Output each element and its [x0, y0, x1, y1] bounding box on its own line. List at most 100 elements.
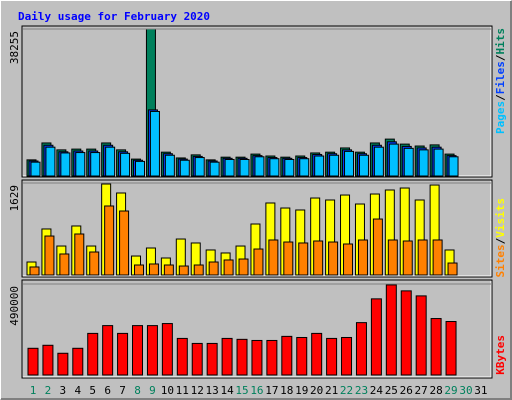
bar [370, 298, 382, 376]
bar [206, 342, 218, 376]
bar [373, 146, 384, 177]
bar [251, 339, 263, 376]
y-tick-label: 1629 [8, 185, 21, 212]
bar [223, 259, 234, 276]
x-tick-label: 23 [355, 384, 368, 397]
x-tick-label: 16 [250, 384, 263, 397]
legend-entry: Hits [494, 28, 507, 55]
bar [117, 332, 129, 376]
bar [178, 265, 189, 276]
bar [89, 251, 100, 276]
bar [355, 322, 367, 376]
bar [236, 338, 248, 376]
x-tick-label: 14 [220, 384, 234, 397]
chart-title: Daily usage for February 2020 [18, 10, 210, 23]
x-tick-label: 21 [325, 384, 338, 397]
bar [344, 150, 355, 177]
legend-entry: Sites [494, 244, 507, 277]
legend-separator: / [494, 54, 507, 61]
x-tick-label: 20 [310, 384, 323, 397]
x-tick-label: 31 [474, 384, 487, 397]
x-tick-label: 2 [45, 384, 52, 397]
bar [74, 233, 85, 276]
bar [418, 149, 429, 177]
x-tick-label: 6 [104, 384, 111, 397]
bar [445, 321, 457, 376]
bar [164, 154, 175, 177]
x-tick-label: 26 [400, 384, 413, 397]
bar [191, 342, 203, 376]
bar [87, 332, 99, 376]
bar [161, 323, 173, 376]
bar [194, 157, 205, 177]
bar [44, 235, 55, 276]
bar [448, 156, 459, 177]
bar [134, 264, 145, 276]
bar [268, 239, 279, 276]
bar [27, 347, 39, 376]
bar [254, 156, 265, 177]
bar [224, 158, 235, 177]
bar [59, 253, 70, 276]
bar [385, 284, 397, 376]
bar [430, 318, 442, 376]
x-tick-label: 7 [119, 384, 126, 397]
bar [239, 158, 250, 177]
bar [132, 325, 144, 376]
legend: KBytes [494, 335, 507, 375]
bar [238, 258, 249, 276]
bar [119, 210, 130, 276]
x-tick-label: 24 [370, 384, 384, 397]
x-tick-label: 12 [191, 384, 204, 397]
bar [266, 339, 278, 376]
x-tick-label: 11 [176, 384, 189, 397]
bar [30, 161, 41, 177]
legend-entry: KBytes [494, 335, 507, 375]
panel-bevel [23, 181, 492, 277]
bar [29, 266, 40, 276]
bar [358, 154, 369, 177]
bar [135, 160, 146, 177]
bar [329, 154, 340, 177]
bar [104, 205, 115, 276]
bar [313, 240, 324, 276]
legend-separator: / [494, 237, 507, 244]
bar [387, 239, 398, 276]
bar [299, 158, 310, 177]
bar [402, 240, 413, 276]
bar [42, 344, 54, 376]
bar [357, 239, 368, 276]
bar [314, 155, 325, 177]
bar [388, 143, 399, 177]
x-tick-label: 30 [459, 384, 472, 397]
legend-entry: Visits [494, 198, 507, 238]
x-tick-label: 28 [429, 384, 442, 397]
bar [163, 264, 174, 276]
bar [400, 290, 412, 376]
bar [148, 263, 159, 276]
bar [417, 239, 428, 276]
bar [343, 243, 354, 276]
y-tick-label: 38255 [8, 31, 21, 64]
x-tick-label: 29 [444, 384, 457, 397]
legend: Sites/Visits [494, 198, 507, 278]
bar [403, 147, 414, 177]
x-tick-label: 1 [30, 384, 37, 397]
x-tick-label: 22 [340, 384, 353, 397]
x-tick-label: 25 [385, 384, 398, 397]
legend-entry: Files [494, 61, 507, 94]
bar [432, 239, 443, 276]
bar [179, 159, 190, 177]
x-tick-label: 19 [295, 384, 308, 397]
bar [221, 337, 233, 376]
bar [253, 248, 264, 276]
bar [176, 337, 188, 376]
x-tick-label: 17 [265, 384, 278, 397]
x-tick-label: 15 [235, 384, 248, 397]
x-tick-label: 9 [149, 384, 156, 397]
bar [72, 347, 84, 376]
bar [281, 335, 293, 376]
legend-entry: Pages [494, 101, 507, 134]
bar [146, 325, 158, 376]
